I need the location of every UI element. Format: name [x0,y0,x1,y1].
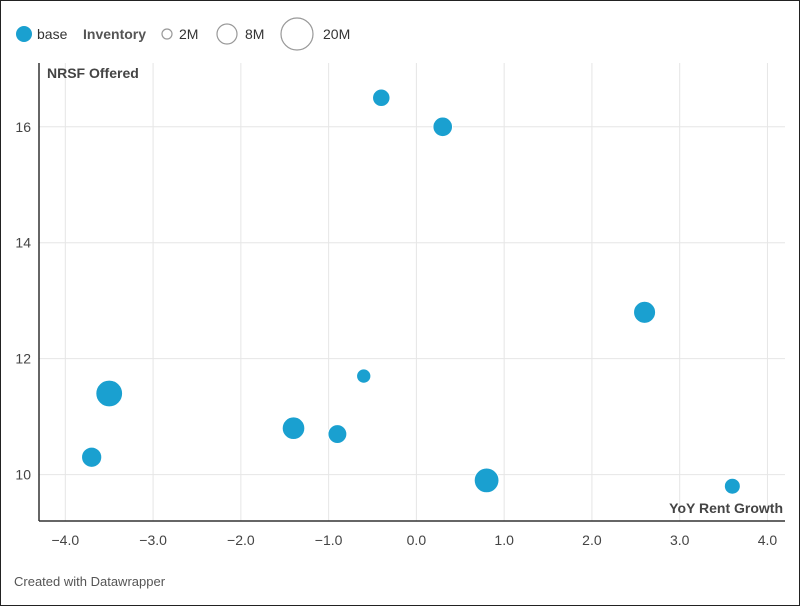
legend-series-swatch [16,26,32,42]
y-tick-label: 14 [15,235,31,251]
data-point [81,446,103,468]
legend-size-circle-large [280,17,314,51]
grid [39,63,785,521]
data-point [633,300,657,324]
legend-size-title: Inventory [83,26,146,42]
legend-size-circle-small [161,28,173,40]
data-point [95,379,124,408]
y-axis-title: NRSF Offered [47,65,139,81]
axes [38,63,785,522]
legend-size-circle-medium [216,23,238,45]
legend-size-label-large: 20M [323,26,350,42]
data-point [372,88,391,108]
data-point [281,416,306,441]
y-tick-label: 10 [15,467,31,483]
data-point [356,368,372,384]
data-point [327,424,348,445]
x-axis-title: YoY Rent Growth [669,500,783,516]
x-tick-label: 2.0 [582,532,602,548]
legend-size-label-medium: 8M [245,26,264,42]
data-point [473,467,500,494]
legend-size-label-small: 2M [179,26,198,42]
legend-series-label: base [37,26,68,42]
x-tick-label: 4.0 [758,532,778,548]
x-tick-label: −1.0 [315,532,343,548]
x-tick-label: 3.0 [670,532,690,548]
y-tick-label: 16 [15,119,31,135]
tick-labels: −4.0 −3.0 −2.0 −1.0 0.0 1.0 2.0 3.0 4.0 10 12 14 16 [15,119,777,548]
data-point [723,477,741,495]
footer-credit: Created with Datawrapper [14,574,166,589]
x-tick-label: 1.0 [494,532,514,548]
x-tick-label: −3.0 [139,532,167,548]
legend: base Inventory 2M 8M 20M [16,17,350,51]
x-tick-label: −4.0 [52,532,80,548]
data-point [432,116,454,138]
y-tick-label: 12 [15,351,31,367]
data-points [81,88,741,495]
x-tick-label: 0.0 [407,532,427,548]
x-tick-label: −2.0 [227,532,255,548]
